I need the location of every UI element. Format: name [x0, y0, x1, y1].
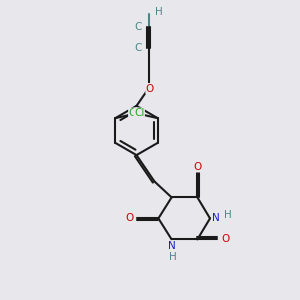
- Text: Cl: Cl: [129, 108, 139, 118]
- Text: C: C: [134, 22, 142, 32]
- Text: H: H: [154, 7, 162, 17]
- Text: C: C: [134, 43, 142, 53]
- Text: N: N: [168, 241, 176, 251]
- Text: O: O: [125, 213, 133, 224]
- Text: H: H: [169, 252, 177, 262]
- Text: N: N: [212, 213, 219, 224]
- Text: O: O: [146, 83, 154, 94]
- Text: H: H: [224, 210, 231, 220]
- Text: O: O: [221, 234, 229, 244]
- Text: Cl: Cl: [134, 108, 144, 118]
- Text: O: O: [193, 162, 202, 172]
